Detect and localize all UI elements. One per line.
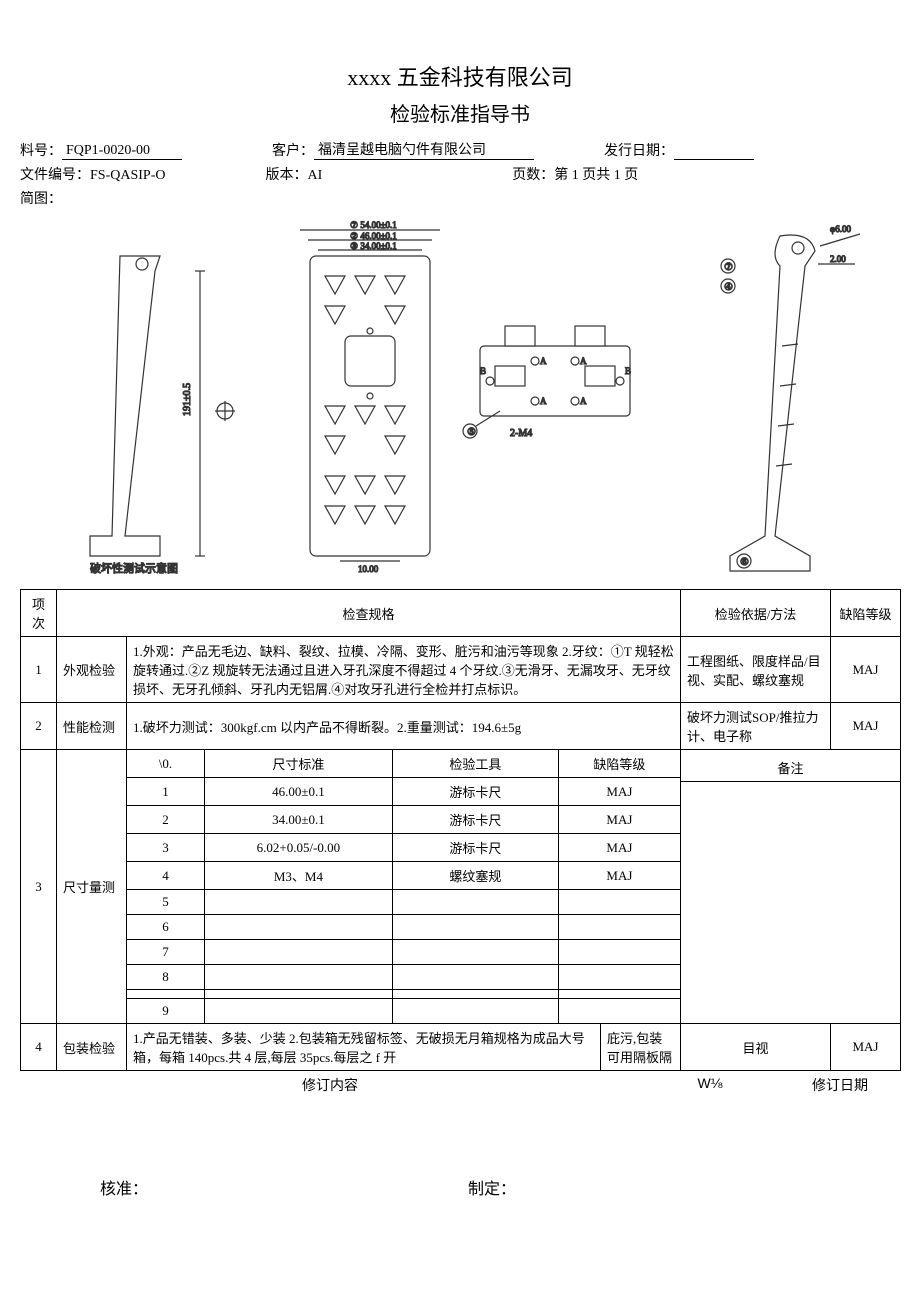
svg-text:A: A <box>580 396 587 406</box>
svg-text:④: ④ <box>724 282 733 293</box>
row-name: 尺寸量测 <box>57 750 127 1024</box>
row-spec: 1.产品无错装、多装、少装 2.包装箱无残留标签、无破损无月箱规格为成品大号箱，… <box>127 1024 601 1071</box>
dim-left-h: 191±0.5 <box>182 383 193 416</box>
row-name: 外观检验 <box>57 637 127 703</box>
dimension-inner-table: \0. 尺寸标准 检验工具 缺陷等级 146.00±0.1游标卡尺MAJ 234… <box>127 750 680 1023</box>
diagram-caption: 破坏性测试示意图 <box>90 561 178 575</box>
inner-head-no: \0. <box>127 750 204 778</box>
col-idx: 项次 <box>21 590 57 637</box>
row-level: MAJ <box>831 637 901 703</box>
row-num: 1 <box>21 637 57 703</box>
inner-head-tool: 检验工具 <box>392 750 558 778</box>
issue-date-value <box>674 159 754 160</box>
doc-title: 检验标准指导书 <box>20 98 900 127</box>
inner-head-std: 尺寸标准 <box>204 750 392 778</box>
sketch-diagram: 191±0.5 破坏性测试示意图 ⑦ 54.00±0.1 ② 46.00±0.1… <box>20 216 900 581</box>
svg-text:⑤: ⑤ <box>467 427 476 438</box>
table-row: 4 包装检验 1.产品无错装、多装、少装 2.包装箱无残留标签、无破损无月箱规格… <box>21 1024 901 1071</box>
row-basis: 破坏力测试SOP/推拉力计、电子称 <box>681 703 831 750</box>
doc-no-value: FS-QASIP-O <box>90 168 165 184</box>
row-level: MAJ <box>831 1024 901 1071</box>
col-spec: 检查规格 <box>57 590 681 637</box>
remark-body <box>681 781 900 1019</box>
svg-text:A: A <box>580 356 587 366</box>
row-num: 4 <box>21 1024 57 1071</box>
revision-row: 修订内容 W⅛ 修订日期 <box>20 1075 900 1095</box>
row-basis: 目视 <box>681 1024 831 1071</box>
header-row-1: 料号： FQP1-0020-00 客户： 福清呈越电脑勺件有限公司 发行日期： <box>20 137 900 162</box>
version-label: 版本： <box>265 164 307 184</box>
part-no-label: 料号： <box>20 140 62 160</box>
note-m3m4: 2-M4 <box>510 428 532 439</box>
sketch-label-row: 简图： <box>20 186 900 210</box>
company-title: xxxx 五金科技有限公司 <box>20 60 900 92</box>
approve-label: 核准： <box>100 1175 148 1199</box>
make-label: 制定： <box>468 1175 516 1199</box>
issue-date-label: 发行日期： <box>604 140 674 160</box>
svg-text:B: B <box>625 366 631 376</box>
col-level: 缺陷等级 <box>831 590 901 637</box>
signature-row: 核准： 制定： <box>20 1175 900 1199</box>
row-spec: 1.破坏力测试：300kgf.cm 以内产品不得断裂。2.重量测试：194.6±… <box>127 703 681 750</box>
page-value: 第 1 页共 1 页 <box>554 164 638 184</box>
doc-no-label: 文件编号： <box>20 164 90 184</box>
remark-inner: 备注 <box>681 754 900 1020</box>
revision-content-label: 修订内容 <box>20 1075 640 1095</box>
revision-date-label: 修订日期 <box>780 1075 900 1095</box>
dim-top3: ③ 34.00±0.1 <box>350 241 397 251</box>
dim-r1: φ6.00 <box>830 224 851 234</box>
dim-top1: ⑦ 54.00±0.1 <box>350 220 397 230</box>
dim-r2: 2.00 <box>830 254 846 264</box>
version-value: AI <box>307 168 322 184</box>
header-row-2: 文件编号： FS-QASIP-O 版本： AI 页数： 第 1 页共 1 页 <box>20 162 900 186</box>
inner-head-lvl: 缺陷等级 <box>558 750 680 778</box>
table-row: 3 尺寸量测 \0. 尺寸标准 检验工具 缺陷等级 146.00±0.1游标卡尺… <box>21 750 901 1024</box>
dim-btm: 10.00 <box>358 564 379 574</box>
customer-value: 福清呈越电脑勺件有限公司 <box>314 139 534 160</box>
customer-label: 客户： <box>272 140 314 160</box>
svg-text:⑥: ⑥ <box>740 557 749 568</box>
sketch-label: 简图： <box>20 188 62 208</box>
table-row: 1 外观检验 1.外观：产品无毛边、缺料、裂纹、拉模、冷隔、变形、脏污和油污等现… <box>21 637 901 703</box>
inspection-table: 项次 检查规格 检验依据/方法 缺陷等级 1 外观检验 1.外观：产品无毛边、缺… <box>20 589 901 1071</box>
part-no-value: FQP1-0020-00 <box>62 143 182 160</box>
col-basis: 检验依据/方法 <box>681 590 831 637</box>
page-label: 页数： <box>512 164 554 184</box>
row-name: 包装检验 <box>57 1024 127 1071</box>
row-spec2: 庇污,包装可用隔板隔 <box>601 1024 681 1071</box>
svg-text:B: B <box>480 366 486 376</box>
row-level: MAJ <box>831 703 901 750</box>
table-row: 2 性能检测 1.破坏力测试：300kgf.cm 以内产品不得断裂。2.重量测试… <box>21 703 901 750</box>
row-num: 3 <box>21 750 57 1024</box>
dim-top2: ② 46.00±0.1 <box>350 231 397 241</box>
revision-ver: W⅛ <box>640 1075 780 1095</box>
remark-head: 备注 <box>681 754 900 782</box>
svg-text:A: A <box>540 396 547 406</box>
row-spec: 1.外观：产品无毛边、缺料、裂纹、拉模、冷隔、变形、脏污和油污等现象 2.牙纹：… <box>127 637 681 703</box>
row-basis: 工程图纸、限度样品/目视、实配、螺纹塞规 <box>681 637 831 703</box>
svg-text:A: A <box>540 356 547 366</box>
svg-text:⑦: ⑦ <box>724 262 733 273</box>
row-name: 性能检测 <box>57 703 127 750</box>
row-num: 2 <box>21 703 57 750</box>
